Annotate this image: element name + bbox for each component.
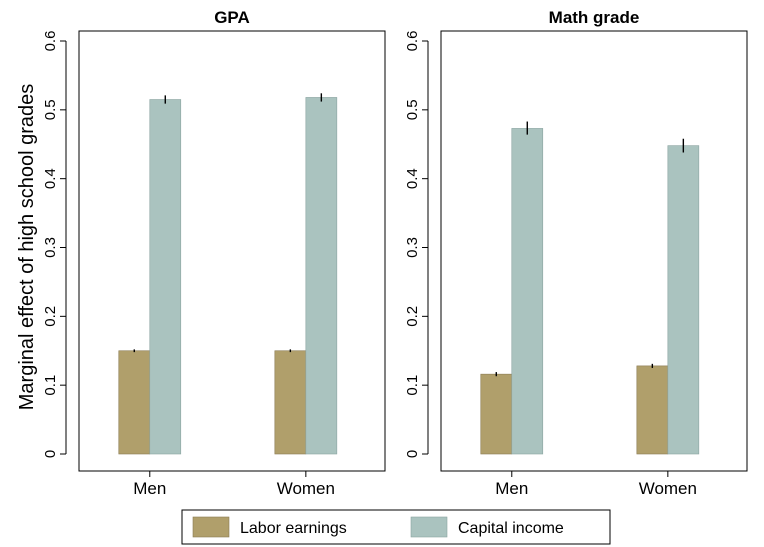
x-axis-gpa: Men Women	[133, 471, 335, 498]
bar-capital-income-men	[149, 99, 182, 455]
x-tick-label-men: Men	[133, 479, 166, 498]
bar-capital-income-women	[667, 145, 700, 455]
y-tick-label: 0.6	[404, 31, 421, 52]
x-tick-label-men: Men	[495, 479, 528, 498]
y-tick-label: 0.2	[404, 306, 421, 327]
panel-title-math-grade: Math grade	[549, 8, 640, 27]
y-tick-label: 0.6	[42, 31, 59, 52]
y-axis-gpa: 0 0.1 0.2 0.3 0.4 0.5 0.6	[42, 31, 67, 458]
y-tick-label: 0	[404, 450, 421, 458]
y-tick-label: 0.1	[42, 375, 59, 396]
y-tick-label: 0.3	[404, 237, 421, 258]
legend-label-capital-income: Capital income	[458, 520, 564, 537]
y-tick-label: 0.3	[42, 237, 59, 258]
bar-labor-earnings-men	[118, 350, 151, 455]
y-axis-title: Marginal effect of high school grades	[16, 84, 38, 411]
legend-box	[181, 509, 611, 545]
legend-label-labor-earnings: Labor earnings	[240, 520, 347, 537]
x-tick-label-women: Women	[639, 479, 697, 498]
bar-capital-income-women	[305, 97, 338, 455]
bar-capital-income-men	[511, 128, 544, 455]
legend: Labor earnings Capital income	[181, 509, 611, 545]
y-tick-label: 0.5	[42, 99, 59, 120]
x-axis-math-grade: Men Women	[495, 471, 697, 498]
bar-labor-earnings-women	[636, 365, 669, 455]
y-axis-math-grade: 0 0.1 0.2 0.3 0.4 0.5 0.6	[404, 31, 429, 458]
panel-title-gpa: GPA	[214, 8, 250, 27]
bar-labor-earnings-women	[274, 350, 307, 455]
plot-frame-math-grade	[440, 30, 748, 472]
legend-swatch-capital-income	[410, 516, 448, 538]
bars-gpa	[118, 93, 338, 455]
plot-frame-gpa	[78, 30, 386, 472]
y-tick-label: 0	[42, 450, 59, 458]
bars-math-grade	[480, 121, 700, 455]
x-tick-label-women: Women	[277, 479, 335, 498]
bar-labor-earnings-men	[480, 373, 513, 455]
y-tick-label: 0.4	[404, 168, 421, 189]
legend-swatch-labor-earnings	[192, 516, 230, 538]
y-tick-label: 0.1	[404, 375, 421, 396]
panel-gpa: GPA 0 0.1 0.2 0.3 0.4 0.5 0.6 Men Women	[42, 8, 386, 498]
y-tick-label: 0.5	[404, 99, 421, 120]
panel-math-grade: Math grade 0 0.1 0.2 0.3 0.4 0.5 0.6 Men Women	[404, 8, 748, 498]
y-tick-label: 0.2	[42, 306, 59, 327]
y-tick-label: 0.4	[42, 168, 59, 189]
